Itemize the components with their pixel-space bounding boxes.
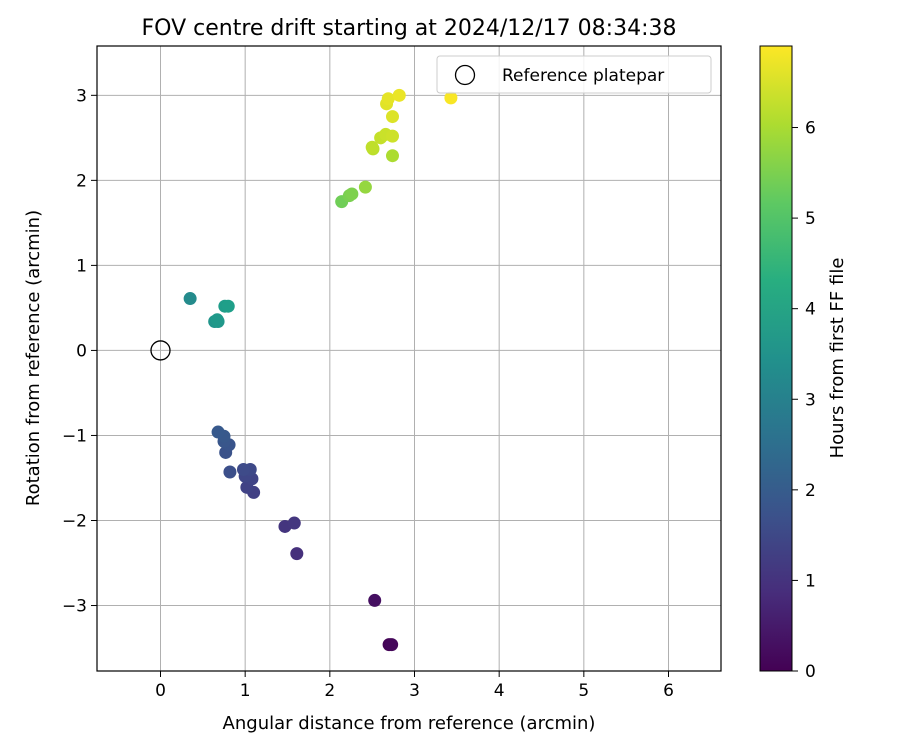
y-tick-label: 1 bbox=[76, 256, 87, 276]
data-point bbox=[210, 313, 224, 327]
x-tick-label: 2 bbox=[324, 681, 335, 701]
colorbar bbox=[759, 45, 793, 672]
colorbar-tick-label: 5 bbox=[805, 209, 816, 229]
colorbar-tick-label: 0 bbox=[805, 662, 816, 682]
data-point bbox=[385, 110, 399, 124]
x-axis-ticks: 0 1 2 3 4 5 6 bbox=[155, 671, 674, 701]
colorbar-tick-label: 4 bbox=[805, 300, 816, 320]
chart-title: FOV centre drift starting at 2024/12/17 … bbox=[142, 16, 677, 41]
x-tick-label: 6 bbox=[663, 681, 674, 701]
data-point bbox=[385, 149, 399, 163]
colorbar-ticks: 0 1 2 3 4 5 6 bbox=[792, 119, 816, 682]
data-point bbox=[358, 180, 372, 194]
data-point bbox=[287, 516, 301, 530]
data-point bbox=[392, 88, 406, 102]
data-point bbox=[221, 299, 235, 313]
y-tick-label: −1 bbox=[62, 426, 87, 446]
y-tick-label: 2 bbox=[76, 171, 87, 191]
colorbar-tick-label: 2 bbox=[805, 481, 816, 501]
y-tick-label: 0 bbox=[76, 341, 87, 361]
x-axis-label: Angular distance from reference (arcmin) bbox=[223, 713, 596, 734]
data-point bbox=[345, 187, 359, 201]
data-point bbox=[381, 92, 395, 106]
reference-marker bbox=[150, 340, 171, 361]
colorbar-label: Hours from first FF file bbox=[827, 258, 848, 459]
data-point bbox=[290, 547, 304, 561]
legend-label: Reference platepar bbox=[502, 66, 664, 86]
y-tick-label: −3 bbox=[62, 597, 87, 617]
colorbar-tick-label: 6 bbox=[805, 119, 816, 139]
reference-platepar-point bbox=[150, 340, 171, 361]
colorbar-tick-label: 3 bbox=[805, 390, 816, 410]
x-tick-label: 1 bbox=[240, 681, 251, 701]
legend-box bbox=[436, 55, 712, 94]
data-point bbox=[236, 462, 250, 476]
data-points bbox=[183, 88, 458, 652]
data-point bbox=[223, 465, 237, 479]
x-tick-label: 5 bbox=[578, 681, 589, 701]
x-tick-label: 3 bbox=[409, 681, 420, 701]
data-point bbox=[444, 91, 458, 105]
y-axis-label: Rotation from reference (arcmin) bbox=[23, 210, 44, 506]
data-point bbox=[368, 593, 382, 607]
x-tick-label: 0 bbox=[155, 681, 166, 701]
data-point bbox=[211, 425, 225, 439]
x-tick-label: 4 bbox=[494, 681, 505, 701]
data-point bbox=[385, 129, 399, 143]
y-tick-label: −2 bbox=[62, 511, 87, 531]
grid-lines bbox=[97, 46, 721, 671]
data-point bbox=[385, 638, 399, 652]
legend-marker bbox=[454, 64, 476, 86]
y-axis-ticks: −3 −2 −1 0 1 2 3 bbox=[62, 86, 97, 617]
y-tick-label: 3 bbox=[76, 86, 87, 106]
data-point bbox=[183, 292, 197, 306]
colorbar-tick-label: 1 bbox=[805, 571, 816, 591]
data-point bbox=[365, 140, 379, 154]
plot-frame bbox=[96, 45, 722, 672]
legend: Reference platepar bbox=[436, 55, 712, 94]
